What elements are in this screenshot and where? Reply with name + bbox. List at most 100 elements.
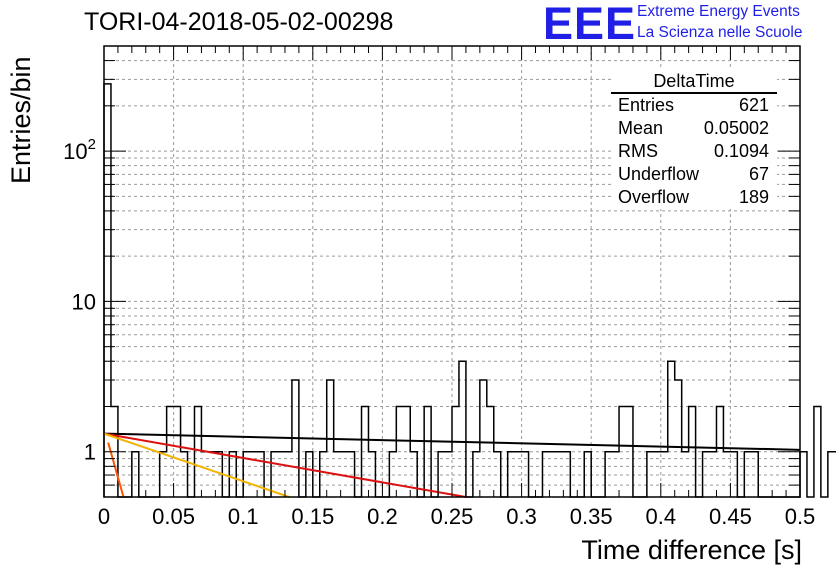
stats-label: RMS xyxy=(618,141,658,161)
histogram-bin xyxy=(682,452,689,497)
histogram-bin xyxy=(306,452,313,497)
histogram-bin xyxy=(730,452,737,497)
histogram-bin xyxy=(549,452,556,497)
stats-title: DeltaTime xyxy=(611,70,777,94)
eee-logo: EEE xyxy=(543,0,637,49)
histogram-bin xyxy=(542,452,549,497)
histogram-bin xyxy=(661,452,668,497)
stats-value: 67 xyxy=(748,164,769,184)
histogram-bin xyxy=(584,452,591,497)
histogram-bin xyxy=(208,452,215,497)
histogram-bin xyxy=(160,452,167,497)
histogram-bin xyxy=(689,406,696,497)
stats-label: Entries xyxy=(618,95,675,115)
stats-value: 189 xyxy=(738,187,769,207)
histogram-bin xyxy=(396,406,403,497)
histogram-bin xyxy=(716,406,723,497)
histogram-bin xyxy=(515,452,522,497)
stats-label: Mean xyxy=(618,118,664,138)
grid-lines xyxy=(104,46,800,497)
histogram-bin xyxy=(348,452,355,497)
histogram-bin xyxy=(194,406,201,497)
y-tick-label: 1 xyxy=(84,440,96,465)
histogram-bin xyxy=(647,452,654,497)
histogram-bin xyxy=(480,380,487,497)
stats-row-overflow: Overflow 189 xyxy=(611,186,777,209)
fit-curve xyxy=(103,432,290,498)
plot-title: TORI-04-2018-05-02-00298 xyxy=(84,8,394,36)
histogram-bin xyxy=(362,406,369,497)
histogram-bin xyxy=(675,380,682,497)
histogram-bin xyxy=(445,452,452,497)
histogram-bin xyxy=(494,452,501,497)
stats-row-underflow: Underflow 67 xyxy=(611,163,777,186)
histogram-bin xyxy=(814,406,821,497)
histogram-bars xyxy=(103,83,836,498)
histogram-bin xyxy=(612,452,619,497)
histogram-bin xyxy=(257,452,264,497)
x-tick-label: 0.05 xyxy=(152,504,195,529)
histogram-bin xyxy=(368,452,375,497)
histogram-bin xyxy=(654,452,661,497)
histogram-bin xyxy=(563,452,570,497)
histogram-bin xyxy=(389,452,396,497)
histogram-bin xyxy=(459,361,466,497)
x-tick-label: 0.5 xyxy=(785,504,816,529)
x-tick-label: 0.45 xyxy=(709,504,752,529)
histogram-bin xyxy=(744,452,751,497)
eee-tagline-1: Extreme Energy Events xyxy=(637,3,800,20)
histogram-bin xyxy=(403,406,410,497)
histogram-bin xyxy=(605,452,612,497)
stats-box: DeltaTime Entries 621 Mean 0.05002 RMS 0… xyxy=(611,70,777,209)
x-tick-label: 0.4 xyxy=(646,504,677,529)
histogram-bin xyxy=(668,361,675,497)
histogram-bin xyxy=(452,406,459,497)
stats-row-entries: Entries 621 xyxy=(611,94,777,117)
histogram-bin xyxy=(703,452,710,497)
histogram-bin xyxy=(174,406,181,497)
histogram-bin xyxy=(229,452,236,497)
histogram-bin xyxy=(473,452,480,497)
stats-value: 0.1094 xyxy=(713,141,769,161)
histogram-bin xyxy=(723,452,730,497)
histogram-bin xyxy=(828,452,835,497)
fit-curves xyxy=(103,432,801,498)
histogram-bin xyxy=(201,452,208,497)
x-tick-label: 0.25 xyxy=(431,504,474,529)
y-tick-label: 102 xyxy=(63,136,96,164)
histogram-bin xyxy=(508,452,515,497)
stats-value: 621 xyxy=(738,95,769,115)
histogram-bin xyxy=(751,452,758,497)
histogram-bin xyxy=(278,452,285,497)
histogram-bin xyxy=(626,406,633,497)
stats-row-mean: Mean 0.05002 xyxy=(611,117,777,140)
tick-labels: 0 0.05 0.1 0.15 0.2 0.25 0.3 0.35 0.4 0.45 0.5 1 10 1… xyxy=(63,136,815,529)
stats-label: Overflow xyxy=(618,187,690,207)
histogram-bin xyxy=(619,406,626,497)
histogram-bin xyxy=(487,406,494,497)
histogram-bin xyxy=(424,406,431,497)
y-axis-label: Entries/bin xyxy=(6,56,36,184)
x-tick-label: 0 xyxy=(98,504,110,529)
stats-label: Underflow xyxy=(618,164,700,184)
x-tick-label: 0.3 xyxy=(506,504,537,529)
stats-value: 0.05002 xyxy=(703,118,769,138)
x-axis-label: Time difference [s] xyxy=(581,535,802,565)
histogram-bin xyxy=(320,452,327,497)
fit-curve xyxy=(103,432,467,498)
y-tick-label: 10 xyxy=(72,289,96,314)
histogram-bin xyxy=(438,452,445,497)
histogram-bin xyxy=(132,452,139,497)
fit-curve xyxy=(103,432,801,451)
histogram-bin xyxy=(181,452,188,497)
histogram-bin xyxy=(556,452,563,497)
eee-tagline-2: La Scienza nelle Scuole xyxy=(637,24,803,41)
axes-frame xyxy=(103,45,801,498)
x-tick-label: 0.15 xyxy=(291,504,334,529)
histogram-outline xyxy=(103,83,836,498)
histogram-bin xyxy=(710,452,717,497)
histogram-bin xyxy=(167,406,174,497)
x-tick-label: 0.35 xyxy=(570,504,613,529)
histogram-bin xyxy=(410,452,417,497)
